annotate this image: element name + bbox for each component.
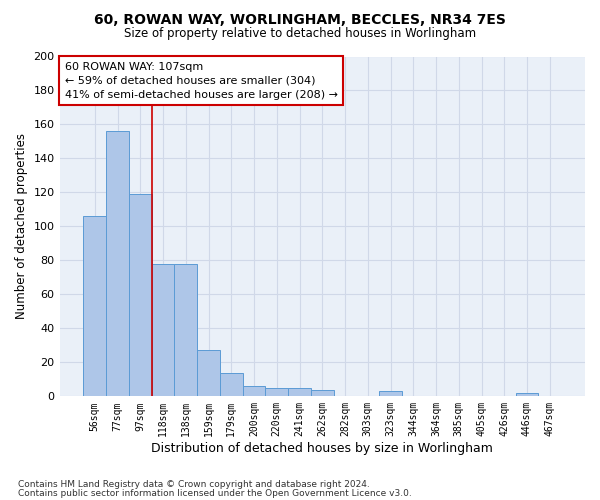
Text: Contains public sector information licensed under the Open Government Licence v3: Contains public sector information licen…: [18, 488, 412, 498]
Bar: [311, 390, 334, 396]
Bar: [129, 194, 152, 396]
Bar: [106, 132, 129, 396]
Bar: [265, 388, 288, 396]
Text: Contains HM Land Registry data © Crown copyright and database right 2024.: Contains HM Land Registry data © Crown c…: [18, 480, 370, 489]
Bar: [515, 393, 538, 396]
Text: 60, ROWAN WAY, WORLINGHAM, BECCLES, NR34 7ES: 60, ROWAN WAY, WORLINGHAM, BECCLES, NR34…: [94, 12, 506, 26]
Bar: [242, 386, 265, 396]
Bar: [220, 372, 242, 396]
Text: 60 ROWAN WAY: 107sqm
← 59% of detached houses are smaller (304)
41% of semi-deta: 60 ROWAN WAY: 107sqm ← 59% of detached h…: [65, 62, 338, 100]
Text: Size of property relative to detached houses in Worlingham: Size of property relative to detached ho…: [124, 28, 476, 40]
Bar: [152, 264, 175, 396]
Bar: [83, 216, 106, 396]
Bar: [288, 388, 311, 396]
Bar: [379, 391, 402, 396]
Bar: [197, 350, 220, 397]
X-axis label: Distribution of detached houses by size in Worlingham: Distribution of detached houses by size …: [151, 442, 493, 455]
Bar: [175, 264, 197, 396]
Y-axis label: Number of detached properties: Number of detached properties: [15, 134, 28, 320]
